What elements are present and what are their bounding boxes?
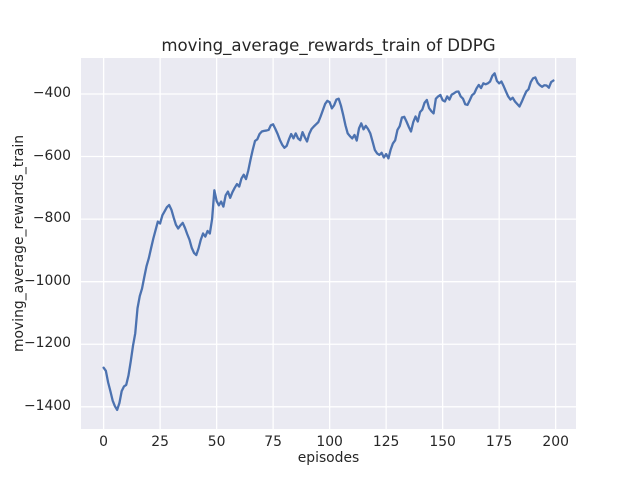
y-tick-label: −1400: [24, 397, 71, 414]
x-tick-label: 0: [99, 434, 109, 450]
reward-line: [102, 72, 555, 412]
x-tick-label: 125: [372, 434, 400, 450]
x-axis-label: episodes: [297, 450, 360, 466]
x-tick-label: 100: [316, 434, 343, 450]
x-tick-label: 25: [151, 434, 169, 450]
x-tick-label: 150: [429, 434, 456, 450]
y-tick-label: −400: [32, 84, 71, 101]
y-tick-label: −800: [32, 210, 71, 227]
y-tick-label: −1000: [24, 272, 71, 289]
y-axis-label: moving_average_rewards_train: [11, 134, 27, 353]
x-tick-label: 50: [207, 434, 226, 450]
chart-title: moving_average_rewards_train of DDPG: [161, 36, 496, 55]
y-tick-label: −1200: [24, 335, 71, 352]
x-tick-label: 175: [485, 434, 513, 450]
x-tick-label: 200: [542, 434, 569, 450]
axes-background: [81, 58, 576, 429]
y-tick-label: −600: [32, 147, 71, 164]
x-tick-label: 75: [264, 434, 282, 450]
